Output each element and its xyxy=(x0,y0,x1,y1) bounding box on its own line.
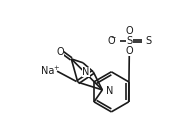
Text: O: O xyxy=(126,26,133,36)
Text: O: O xyxy=(56,47,64,57)
Text: Na: Na xyxy=(41,66,54,76)
Text: N: N xyxy=(82,67,90,77)
Text: −: − xyxy=(111,35,116,40)
Text: N: N xyxy=(106,86,113,96)
Text: S: S xyxy=(146,36,152,46)
Text: S: S xyxy=(126,36,133,46)
Text: O: O xyxy=(126,46,133,56)
Text: +: + xyxy=(53,65,59,71)
Text: O: O xyxy=(108,36,115,46)
